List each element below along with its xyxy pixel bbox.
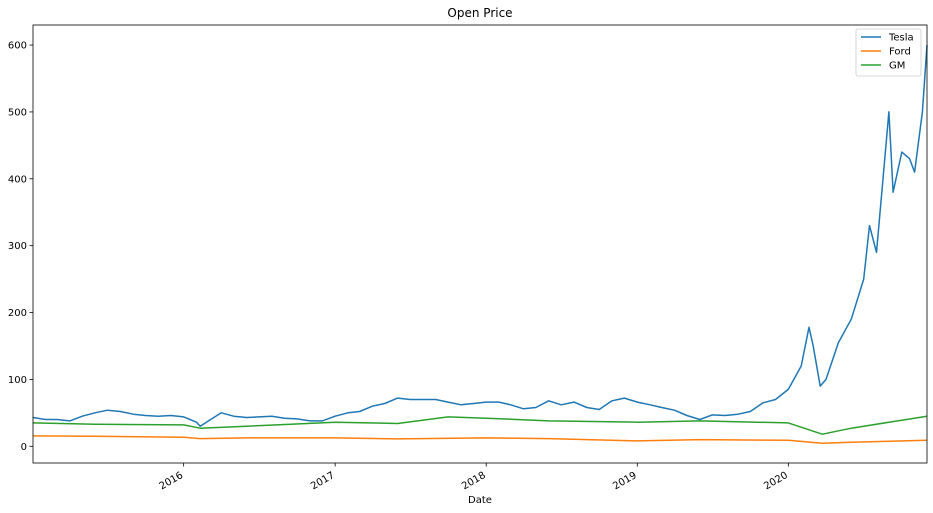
- series-line-gm: [32, 415, 928, 435]
- chart-title: Open Price: [447, 6, 512, 20]
- x-axis: 2016 2017 2018 2019 2020: [158, 463, 790, 492]
- y-axis: 0 100 200 300 400 500 600: [8, 41, 33, 453]
- x-tick-label: 2017: [309, 470, 337, 492]
- x-tick-label: 2020: [762, 470, 790, 492]
- y-tick-label: 600: [8, 41, 27, 52]
- legend-label-gm: GM: [889, 61, 905, 72]
- legend-label-tesla: Tesla: [888, 33, 914, 44]
- series-line-tesla: [32, 45, 928, 427]
- plot-area: [32, 45, 928, 445]
- x-tick-label: 2019: [611, 470, 639, 492]
- x-tick-label: 2018: [460, 470, 488, 492]
- y-tick-label: 300: [8, 241, 27, 252]
- legend-label-ford: Ford: [889, 47, 911, 58]
- legend: Tesla Ford GM: [855, 28, 922, 77]
- y-tick-label: 500: [8, 107, 27, 118]
- y-tick-label: 100: [8, 375, 27, 386]
- x-tick-label: 2016: [158, 470, 186, 492]
- series-line-ford: [32, 435, 928, 445]
- plot-frame: [32, 24, 928, 464]
- y-tick-label: 200: [8, 308, 27, 319]
- x-axis-label: Date: [468, 495, 492, 506]
- y-tick-label: 400: [8, 174, 27, 185]
- y-tick-label: 0: [21, 442, 27, 453]
